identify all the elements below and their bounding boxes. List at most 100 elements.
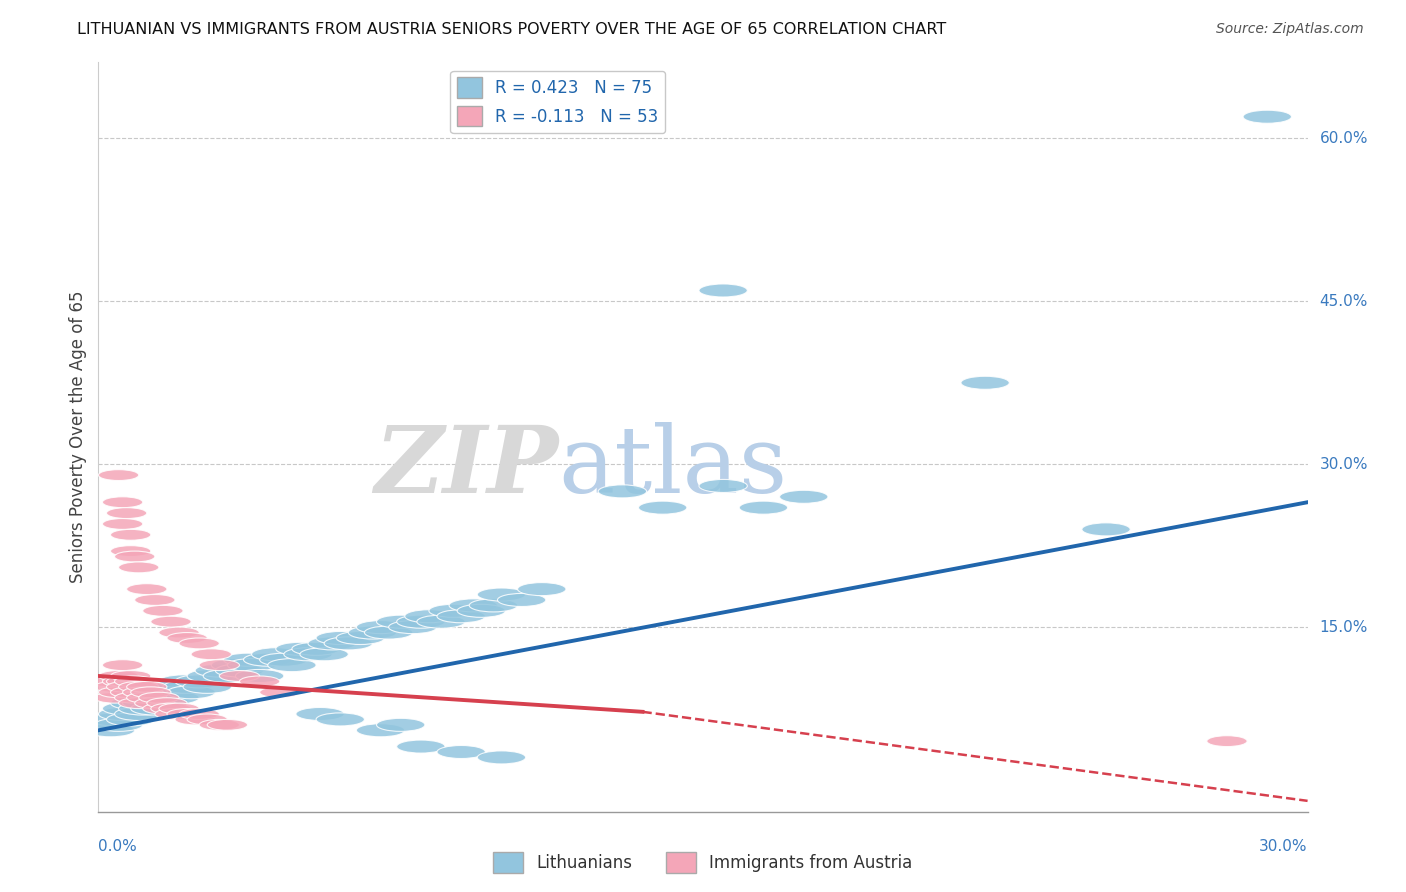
Text: 45.0%: 45.0% [1320,293,1368,309]
Circle shape [356,621,405,633]
Text: 0.0%: 0.0% [98,838,138,854]
Circle shape [86,723,135,737]
Circle shape [308,637,356,650]
Circle shape [295,707,344,721]
Circle shape [699,479,748,492]
Circle shape [127,692,167,703]
Circle shape [191,648,232,660]
Text: 60.0%: 60.0% [1320,131,1368,146]
Circle shape [429,604,477,617]
Circle shape [336,632,385,645]
Circle shape [364,626,413,639]
Circle shape [114,551,155,562]
Circle shape [111,529,150,541]
Circle shape [252,648,299,661]
Circle shape [155,681,204,693]
Circle shape [159,675,207,688]
Text: 30.0%: 30.0% [1260,838,1308,854]
Circle shape [114,707,163,721]
Text: 30.0%: 30.0% [1320,457,1368,472]
Circle shape [98,687,139,698]
Circle shape [292,642,340,656]
Circle shape [98,671,139,681]
Circle shape [135,595,174,606]
Circle shape [699,284,748,297]
Circle shape [260,653,308,666]
Circle shape [107,713,155,726]
Circle shape [276,642,325,656]
Circle shape [118,562,159,573]
Circle shape [179,638,219,648]
Circle shape [114,676,155,687]
Circle shape [437,610,485,623]
Circle shape [377,615,425,628]
Circle shape [103,497,143,508]
Circle shape [224,653,271,666]
Circle shape [207,720,247,731]
Circle shape [457,604,506,617]
Circle shape [167,686,215,698]
Circle shape [960,376,1010,389]
Circle shape [143,691,191,704]
Circle shape [325,637,373,650]
Circle shape [167,632,207,643]
Circle shape [103,702,150,715]
Circle shape [143,606,183,616]
Circle shape [1081,523,1130,536]
Circle shape [598,485,647,498]
Circle shape [94,681,135,692]
Legend: Lithuanians, Immigrants from Austria: Lithuanians, Immigrants from Austria [486,846,920,880]
Circle shape [1206,736,1247,747]
Circle shape [143,703,183,714]
Circle shape [163,681,211,693]
Circle shape [111,697,159,710]
Circle shape [477,751,526,764]
Circle shape [517,582,567,596]
Circle shape [107,676,146,687]
Circle shape [228,658,276,672]
Legend: R = 0.423   N = 75, R = -0.113   N = 53: R = 0.423 N = 75, R = -0.113 N = 53 [450,70,665,133]
Circle shape [396,740,446,753]
Circle shape [243,653,292,666]
Circle shape [135,686,183,698]
Circle shape [167,708,207,720]
Circle shape [437,746,485,758]
Text: Source: ZipAtlas.com: Source: ZipAtlas.com [1216,22,1364,37]
Circle shape [94,718,143,731]
Circle shape [98,707,146,721]
Circle shape [139,697,187,710]
Circle shape [187,670,235,682]
Circle shape [356,723,405,737]
Circle shape [122,687,163,698]
Circle shape [131,687,172,698]
Circle shape [139,692,179,703]
Circle shape [146,686,195,698]
Y-axis label: Seniors Poverty Over the Age of 65: Seniors Poverty Over the Age of 65 [69,291,87,583]
Circle shape [740,501,787,514]
Circle shape [107,508,146,518]
Text: LITHUANIAN VS IMMIGRANTS FROM AUSTRIA SENIORS POVERTY OVER THE AGE OF 65 CORRELA: LITHUANIAN VS IMMIGRANTS FROM AUSTRIA SE… [77,22,946,37]
Circle shape [174,675,224,688]
Circle shape [215,664,264,677]
Circle shape [377,718,425,731]
Circle shape [127,681,167,692]
Circle shape [118,702,167,715]
Circle shape [155,708,195,720]
Circle shape [103,660,143,671]
Circle shape [477,588,526,601]
Circle shape [396,615,446,628]
Circle shape [150,691,200,704]
Circle shape [388,621,437,633]
Circle shape [90,676,131,687]
Circle shape [200,720,239,731]
Circle shape [200,660,239,671]
Circle shape [94,692,135,703]
Circle shape [187,714,228,725]
Circle shape [111,546,150,557]
Circle shape [498,593,546,607]
Circle shape [90,713,139,726]
Circle shape [111,687,150,698]
Circle shape [195,664,243,677]
Text: atlas: atlas [558,422,787,512]
Text: ZIP: ZIP [374,422,558,512]
